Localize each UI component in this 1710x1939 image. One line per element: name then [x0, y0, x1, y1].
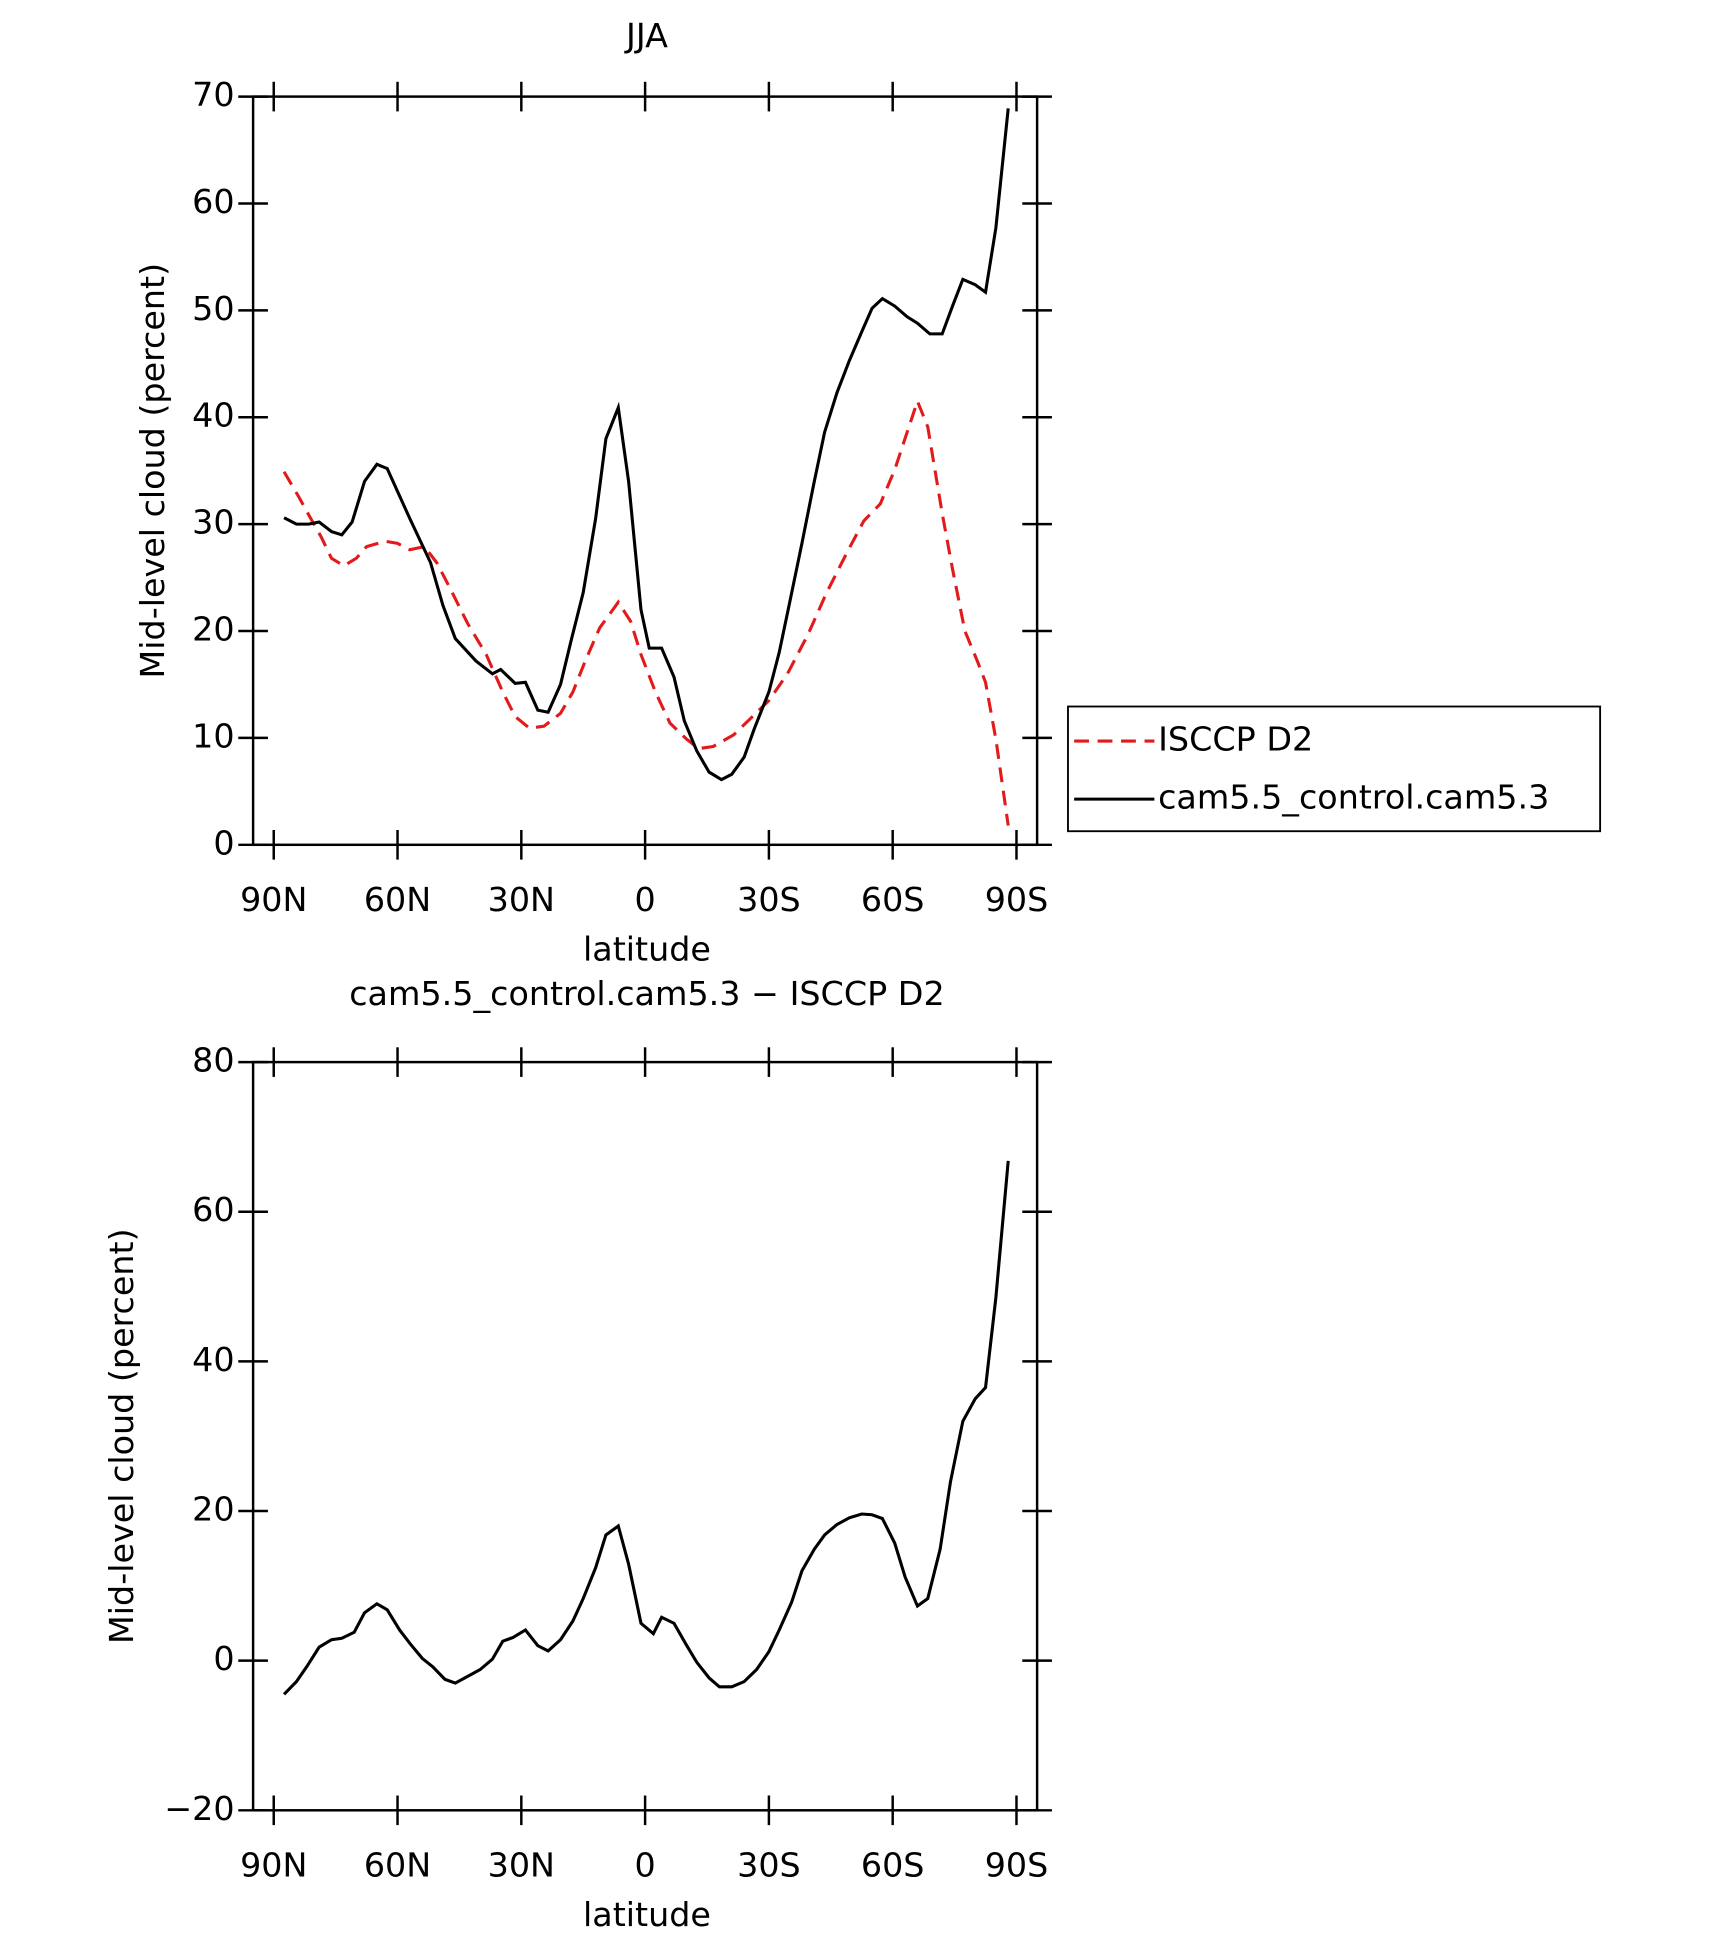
x-tick-label: 0 [634, 880, 655, 919]
y-tick-label: 40 [192, 1340, 234, 1379]
y-tick-label: 40 [192, 396, 234, 435]
x-tick-label: 90N [240, 1846, 307, 1885]
y-tick-label: 80 [192, 1041, 234, 1080]
x-tick-label: 90N [240, 880, 307, 919]
y-tick-label: 60 [192, 1190, 234, 1229]
x-axis-label: latitude [583, 929, 711, 968]
x-tick-label: 30N [488, 1846, 555, 1885]
y-tick-label: 20 [192, 1490, 234, 1529]
x-tick-label: 60N [364, 880, 431, 919]
y-tick-label: 0 [213, 823, 234, 862]
x-tick-label: 0 [634, 1846, 655, 1885]
y-tick-label: 50 [192, 289, 234, 328]
y-tick-label: 20 [192, 610, 234, 649]
y-tick-label: 70 [192, 75, 234, 114]
x-tick-label: 30S [737, 1846, 801, 1885]
y-axis-label: Mid-level cloud (percent) [133, 263, 172, 679]
line-series [282, 1160, 1010, 1696]
x-tick-label: 30S [737, 880, 801, 919]
x-tick-label: 60N [364, 1846, 431, 1885]
x-tick-label: 90S [985, 1846, 1049, 1885]
y-tick-label: 60 [192, 182, 234, 221]
line-series [283, 108, 1010, 782]
x-tick-label: 30N [488, 880, 555, 919]
chart-title: JJA [624, 16, 668, 55]
y-tick-label: 0 [213, 1639, 234, 1678]
plot-frame [251, 1060, 1039, 1812]
x-tick-label: 60S [861, 880, 925, 919]
x-axis-label: latitude [583, 1895, 711, 1934]
y-tick-label: −20 [164, 1789, 234, 1828]
legend-box [1067, 705, 1602, 833]
legend-label: cam5.5_control.cam5.3 [1158, 778, 1549, 817]
y-axis-label: Mid-level cloud (percent) [102, 1228, 141, 1644]
legend-label: ISCCP D2 [1158, 720, 1313, 759]
x-tick-label: 60S [861, 1846, 925, 1885]
x-tick-label: 90S [985, 880, 1049, 919]
line-series [282, 396, 1010, 826]
y-tick-label: 10 [192, 716, 234, 755]
chart-title: cam5.5_control.cam5.3 − ISCCP D2 [349, 974, 944, 1013]
y-tick-label: 30 [192, 503, 234, 542]
